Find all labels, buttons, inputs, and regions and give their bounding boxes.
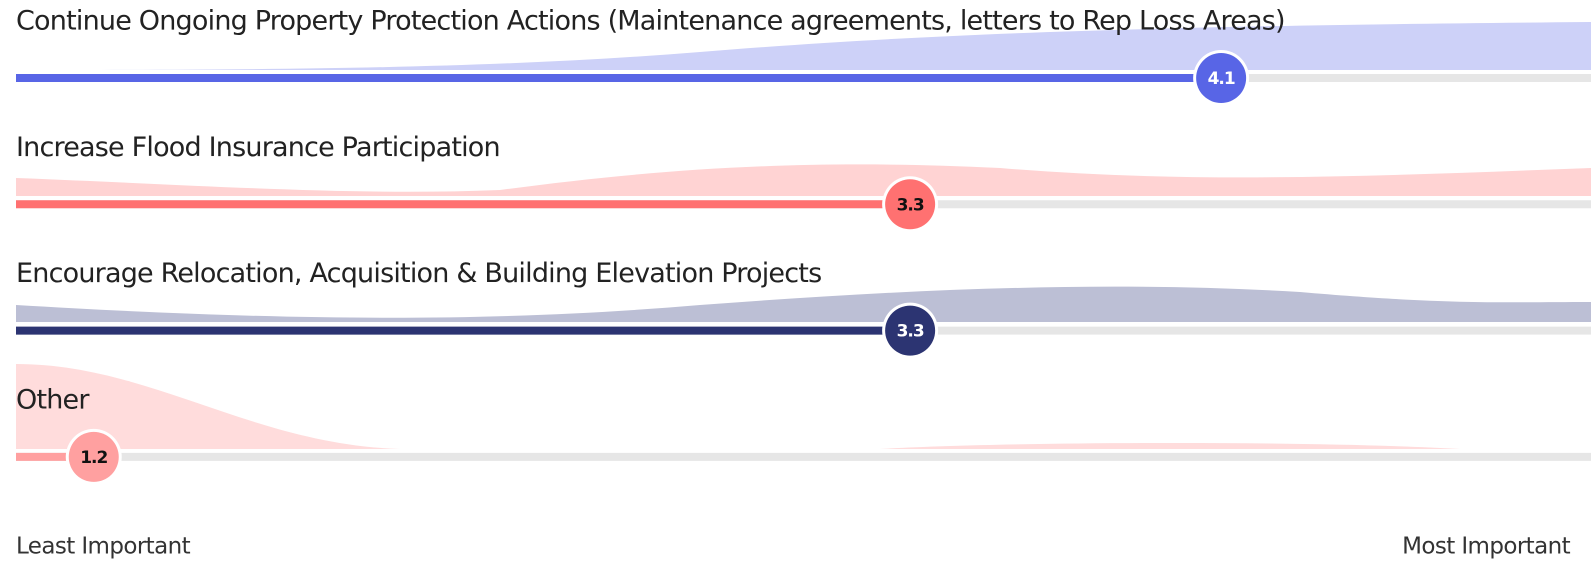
item-label: Continue Ongoing Property Protection Act… [16,6,1285,37]
knob [68,431,119,482]
item-label: Encourage Relocation, Acquisition & Buil… [16,258,821,289]
value-label: 3.3 [897,322,924,342]
item-label: Increase Flood Insurance Participation [16,132,500,163]
knob [1196,53,1247,103]
value-label: 4.1 [1208,69,1235,89]
min-label: Least Important [16,534,191,560]
distribution [16,22,1591,70]
knob [885,305,936,356]
distributions [16,22,1591,449]
max-label: Most Important [1402,534,1570,560]
value-label: 1.2 [80,448,107,468]
item-label: Other [16,384,90,415]
knob [885,179,936,230]
value-label: 3.3 [897,195,924,215]
distribution [16,164,1591,196]
distribution [16,364,1460,449]
distribution [16,286,1591,322]
